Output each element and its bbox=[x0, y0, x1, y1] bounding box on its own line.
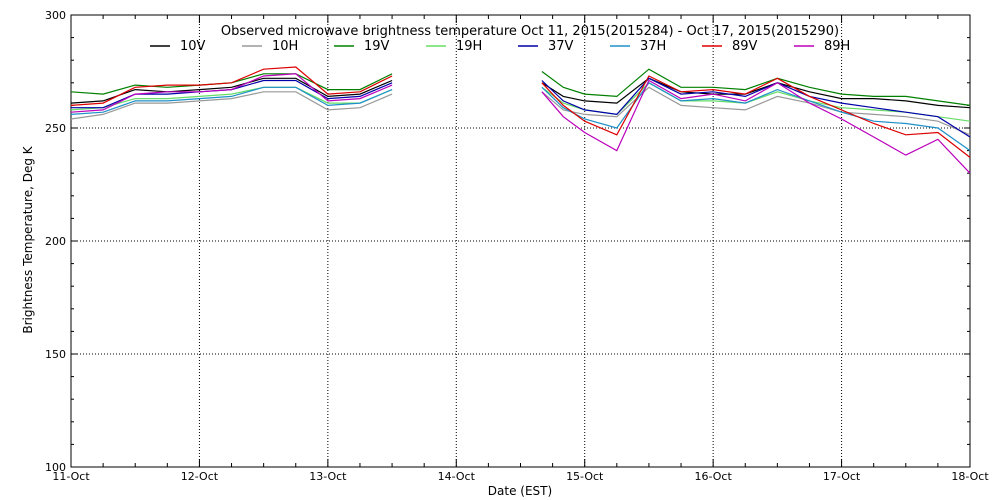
chart-title: Observed microwave brightness temperatur… bbox=[221, 24, 839, 39]
y-tick-label: 150 bbox=[45, 348, 66, 361]
legend-label-10h: 10H bbox=[272, 39, 298, 54]
series-lines bbox=[70, 66, 971, 174]
series-line-10h bbox=[70, 86, 971, 136]
x-tick-label: 14-Oct bbox=[438, 470, 476, 483]
legend-label-10v: 10V bbox=[180, 39, 206, 54]
legend-label-37v: 37V bbox=[548, 39, 574, 54]
legend-label-89v: 89V bbox=[732, 39, 758, 54]
legend-label-89h: 89H bbox=[824, 39, 850, 54]
x-tick-label: 11-Oct bbox=[52, 470, 90, 483]
x-tick-label: 13-Oct bbox=[309, 470, 347, 483]
x-axis-label: Date (EST) bbox=[488, 484, 552, 498]
y-tick-label: 100 bbox=[45, 461, 66, 474]
y-tick-label: 250 bbox=[45, 122, 66, 135]
legend-label-37h: 37H bbox=[640, 39, 666, 54]
x-tick-label: 15-Oct bbox=[566, 470, 604, 483]
legend-label-19v: 19V bbox=[364, 39, 390, 54]
x-tick-label: 17-Oct bbox=[823, 470, 861, 483]
legend-label-19h: 19H bbox=[456, 39, 482, 54]
series-line-89v bbox=[70, 66, 971, 158]
x-tick-label: 16-Oct bbox=[694, 470, 732, 483]
x-tick-label: 18-Oct bbox=[951, 470, 989, 483]
y-axis-label: Brightness Temperature, Deg K bbox=[21, 145, 35, 333]
legend: 10V 10H 19V 19H 37V 37H 89V 89H bbox=[150, 39, 850, 54]
axis-ticks: 100 150 200 250 300 11-Oct 12-Oct 13-Oct 14-Oct 1… bbox=[45, 9, 989, 483]
series-line-89h bbox=[70, 73, 971, 174]
x-tick-label: 12-Oct bbox=[181, 470, 219, 483]
grid-lines bbox=[71, 15, 970, 467]
series-line-37h bbox=[70, 82, 971, 152]
plot-frame bbox=[70, 14, 971, 468]
y-tick-label: 300 bbox=[45, 9, 66, 22]
y-tick-label: 200 bbox=[45, 235, 66, 248]
